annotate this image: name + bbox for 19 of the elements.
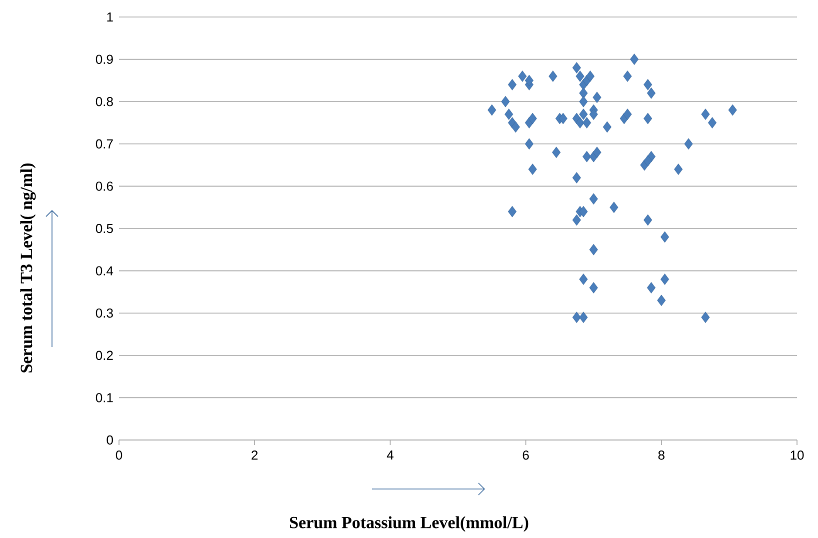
x-tick-label: 4 — [386, 450, 394, 460]
x-tick-label: 0 — [116, 450, 122, 460]
x-tick-label: 2 — [252, 450, 258, 460]
y-tick-label: 0.6 — [96, 182, 113, 191]
y-tick-label: 0.8 — [96, 96, 113, 106]
y-tick-label: 0.9 — [96, 54, 113, 64]
x-tick-label: 6 — [522, 450, 529, 460]
y-tick-label: 0.5 — [96, 224, 113, 234]
y-tick-label: 0.7 — [96, 139, 113, 148]
x-axis-title: Serum Potassium Level(mmol/L) — [290, 516, 528, 532]
y-tick-label: 0.2 — [96, 350, 113, 360]
y-axis-title: Serum total T3 Level( ng/ml) — [20, 163, 36, 372]
y-tick-label: 0.1 — [96, 393, 113, 402]
y-tick-label: 0.4 — [96, 266, 114, 276]
x-tick-label: 10 — [790, 450, 804, 460]
y-tick-label: 1 — [107, 12, 113, 22]
x-tick-label: 8 — [658, 450, 664, 460]
y-tick-label: 0 — [106, 435, 113, 445]
y-tick-label: 0.3 — [96, 308, 113, 318]
